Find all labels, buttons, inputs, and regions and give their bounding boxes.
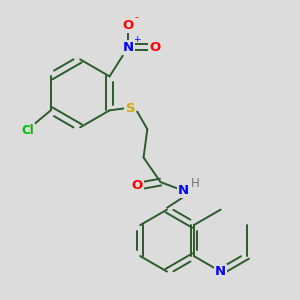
Text: S: S <box>125 102 135 115</box>
Text: N: N <box>215 265 226 278</box>
Text: Cl: Cl <box>21 124 34 137</box>
Text: +: + <box>133 34 140 43</box>
Text: N: N <box>123 41 134 54</box>
Text: O: O <box>149 41 161 54</box>
Text: N: N <box>178 184 189 197</box>
Text: H: H <box>191 177 200 190</box>
Text: O: O <box>131 178 143 192</box>
Text: O: O <box>123 19 134 32</box>
Text: -: - <box>135 12 139 22</box>
